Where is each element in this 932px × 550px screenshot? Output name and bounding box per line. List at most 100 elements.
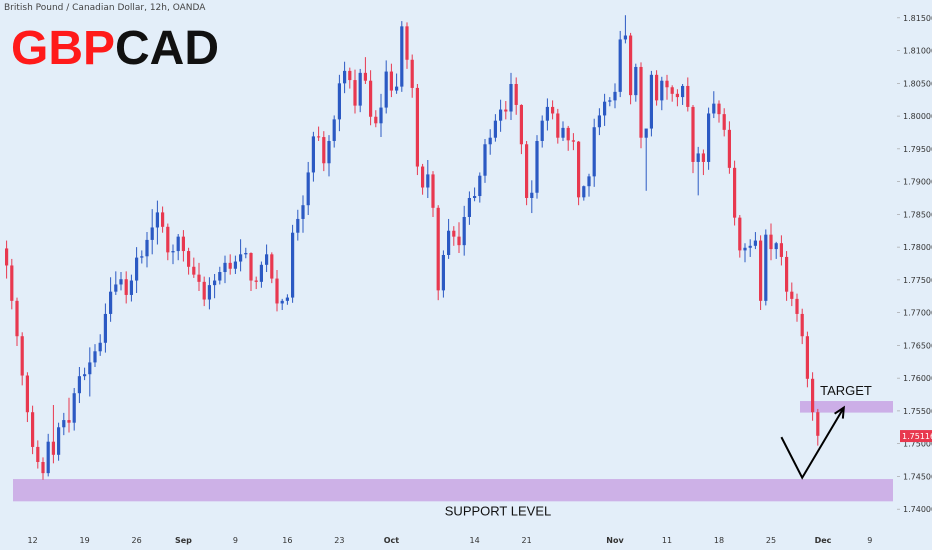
candle	[790, 282, 794, 307]
candle	[811, 372, 815, 421]
candle	[337, 74, 341, 132]
candle	[218, 266, 222, 285]
candle-body	[738, 217, 742, 251]
candle	[265, 244, 269, 273]
candle	[358, 68, 362, 113]
candle	[467, 191, 471, 225]
candle	[363, 57, 367, 84]
candle-body	[644, 128, 648, 138]
candle	[233, 255, 237, 274]
candle	[379, 93, 383, 138]
candle-body	[62, 420, 66, 428]
candle-body	[187, 251, 191, 267]
candle-body	[259, 264, 263, 282]
candle	[805, 331, 809, 388]
candle	[655, 70, 659, 106]
candle-body	[457, 236, 461, 246]
candle-body	[114, 284, 118, 292]
candle-body	[603, 101, 607, 116]
candle	[660, 76, 664, 111]
candle-body	[753, 240, 757, 246]
candle	[239, 239, 243, 272]
support-zone	[13, 479, 893, 502]
candle	[150, 209, 154, 255]
candle-body	[88, 362, 92, 375]
y-tick-label: 1.81500	[903, 14, 932, 23]
candle-body	[452, 230, 456, 237]
candle	[436, 205, 440, 301]
candle-body	[285, 297, 289, 301]
candle	[244, 247, 248, 259]
candle	[57, 422, 61, 461]
candle-body	[582, 186, 586, 198]
candle-body	[332, 119, 336, 141]
candle	[88, 347, 92, 397]
candle	[31, 405, 35, 455]
candle	[623, 15, 627, 44]
candle-body	[691, 106, 695, 162]
candle	[296, 209, 300, 241]
candle-body	[717, 103, 721, 115]
candle-body	[587, 176, 591, 187]
support-level-label: SUPPORT LEVEL	[445, 503, 551, 518]
candle-body	[135, 257, 139, 281]
candle-body	[36, 446, 40, 463]
x-tick-label: 23	[334, 536, 344, 545]
candle-body	[51, 441, 55, 455]
candle	[369, 70, 373, 126]
candle	[353, 69, 357, 114]
candle-body	[712, 103, 716, 114]
brand-title: GBPCAD	[11, 22, 219, 76]
y-tick-label: 1.77000	[903, 309, 932, 318]
candle-body	[805, 336, 809, 379]
candle	[779, 235, 783, 266]
candle-body	[374, 116, 378, 124]
candle	[462, 205, 466, 256]
candle	[145, 232, 149, 268]
candle-body	[296, 218, 300, 233]
candle-body	[639, 66, 643, 138]
candle-body	[670, 87, 674, 94]
candle	[426, 159, 430, 198]
current-price-badge	[900, 430, 932, 443]
candle	[717, 100, 721, 123]
candle-body	[535, 140, 539, 193]
candle	[644, 128, 648, 191]
candle	[415, 83, 419, 176]
candle-body	[551, 106, 555, 114]
candle-body	[660, 80, 664, 101]
candle-body	[561, 127, 565, 138]
x-tick-label: 12	[28, 536, 38, 545]
candle-body	[327, 140, 331, 164]
candle-body	[384, 71, 388, 108]
y-tick-label: 1.74000	[903, 505, 932, 514]
candle-body	[311, 136, 315, 173]
candle	[187, 247, 191, 275]
candle	[473, 187, 477, 202]
candle-body	[353, 80, 357, 106]
candle-body	[369, 80, 373, 117]
candle	[405, 22, 409, 69]
candle-body	[707, 113, 711, 162]
candle-body	[759, 240, 763, 301]
x-tick-label: 11	[662, 536, 672, 545]
candle-body	[525, 144, 529, 198]
candle-body	[811, 378, 815, 413]
candle-body	[265, 254, 269, 265]
candle	[400, 21, 404, 92]
candle-body	[764, 234, 768, 301]
y-tick-label: 1.78000	[903, 243, 932, 252]
candle-body	[389, 71, 393, 91]
candle	[441, 250, 445, 298]
candle-body	[291, 232, 295, 298]
candle	[36, 440, 40, 469]
candle-body	[379, 107, 383, 124]
candle	[410, 54, 414, 98]
candle	[249, 252, 253, 292]
candle-body	[109, 291, 113, 314]
candle	[483, 139, 487, 183]
candle	[83, 367, 87, 381]
candle-body	[155, 212, 159, 228]
candle-body	[597, 115, 601, 128]
